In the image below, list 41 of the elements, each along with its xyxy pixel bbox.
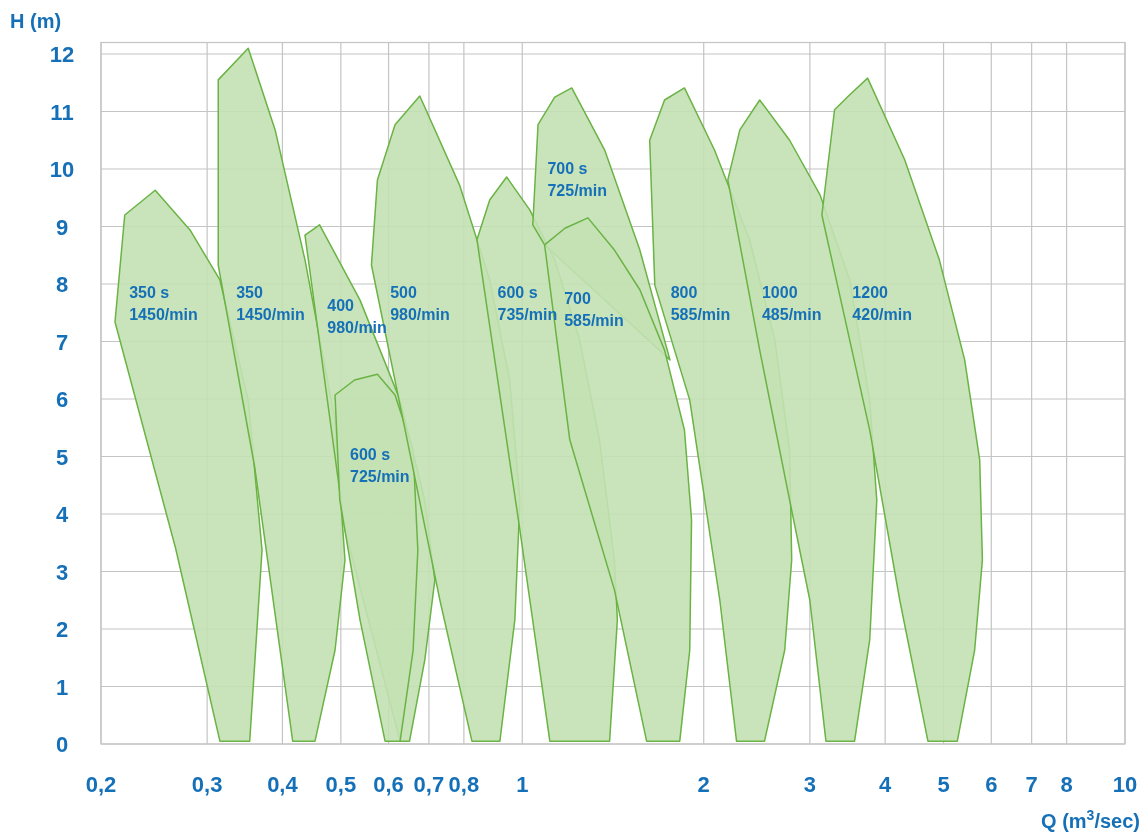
x-tick-label: 6 xyxy=(985,772,998,797)
series-label: 600 s 725/min xyxy=(349,446,410,486)
series-label: 500 980/min xyxy=(390,284,450,323)
y-tick-label: 12 xyxy=(49,42,75,67)
series-label: 1200 420/min xyxy=(852,284,912,323)
y-tick-label: 4 xyxy=(55,502,69,527)
x-tick-label: 0,6 xyxy=(373,772,404,797)
x-tick-label: 0,5 xyxy=(325,772,357,797)
x-axis-title: Q (m$^{3}$/sec) xyxy=(1041,807,1140,832)
x-tick-label: 0,3 xyxy=(191,772,223,797)
y-tick-label: 3 xyxy=(55,559,69,585)
series-label: 350 1450/min xyxy=(236,284,305,323)
y-axis-title: H (m) xyxy=(10,10,62,32)
y-tick-label: 1 xyxy=(55,674,69,700)
y-tick-label: 7 xyxy=(55,329,69,355)
y-tick-label: 9 xyxy=(55,214,69,240)
x-tick-label: 4 xyxy=(879,772,893,797)
x-tick-label: 0,7 xyxy=(413,772,445,797)
y-tick-label: 8 xyxy=(55,272,69,297)
x-tick-label: 7 xyxy=(1025,772,1038,797)
x-tick-label: 10 xyxy=(1112,772,1138,797)
x-tick-label: 8 xyxy=(1060,772,1073,797)
x-tick-label: 2 xyxy=(697,772,710,797)
series-label: 1000 485/min xyxy=(761,284,822,323)
series-label: 700 s 725/min xyxy=(547,159,608,199)
y-tick-label: 2 xyxy=(55,617,69,642)
y-tick-label: 6 xyxy=(55,387,69,412)
x-tick-label: 0,2 xyxy=(85,772,117,797)
series-label: 600 s 735/min xyxy=(497,284,558,323)
x-tick-label: 3 xyxy=(803,772,816,797)
series-label: 350 s 1450/min xyxy=(129,284,198,323)
x-tick-label: 0,4 xyxy=(267,772,299,797)
x-tick-label: 5 xyxy=(937,772,950,797)
x-tick-label: 1 xyxy=(516,772,529,797)
x-tick-label: 0,8 xyxy=(448,772,480,797)
y-tick-label: 10 xyxy=(49,157,75,182)
series-label: 800 585/min xyxy=(670,284,731,323)
y-tick-label: 0 xyxy=(55,732,69,757)
y-tick-label: 5 xyxy=(55,444,69,470)
series-label: 700 585/min xyxy=(564,289,624,329)
y-tick-label: 11 xyxy=(50,99,74,125)
